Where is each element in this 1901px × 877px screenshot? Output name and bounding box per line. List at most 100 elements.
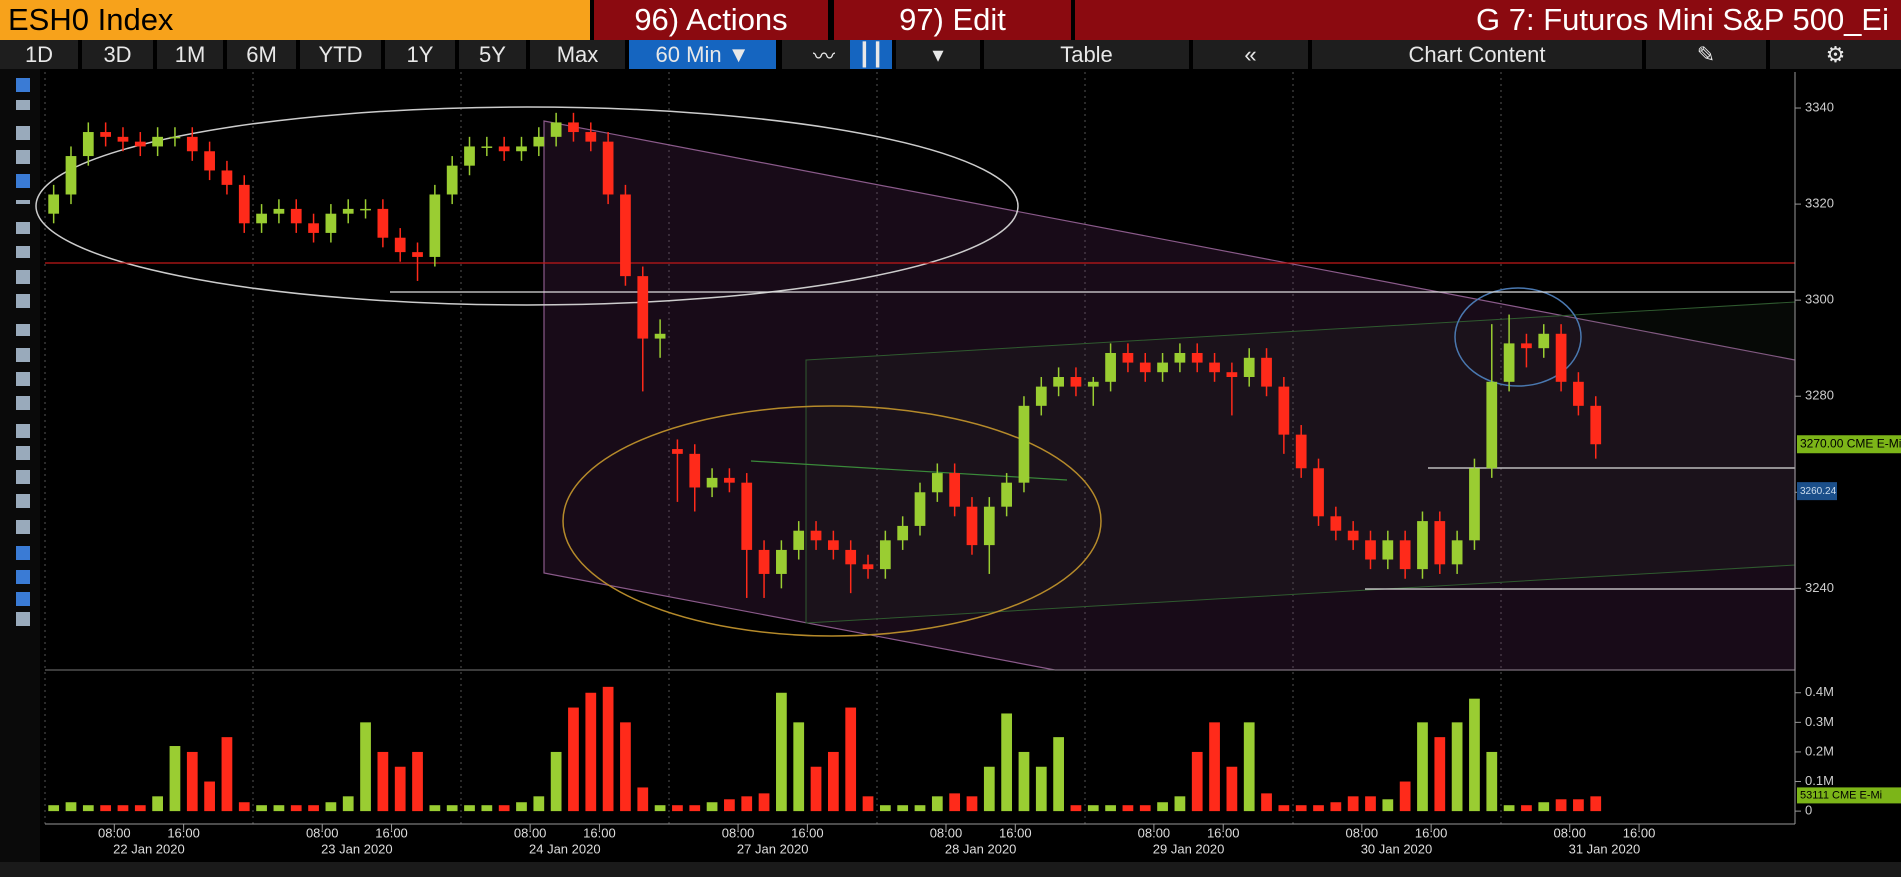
candle-body (1486, 381, 1498, 469)
candle-body (1365, 540, 1376, 560)
date-label: 27 Jan 2020 (737, 841, 809, 856)
candle-body (879, 540, 891, 570)
candle-body (810, 530, 822, 541)
volume-bar (1521, 805, 1532, 812)
candle-body (550, 122, 562, 137)
volume-bar (1261, 793, 1272, 812)
x-tick-label: 16:00 (1415, 825, 1448, 840)
candle-body (724, 477, 735, 483)
y-tick-label: 3280 (1805, 388, 1834, 403)
candle-body (672, 449, 683, 454)
y-tick-label: 0.1M (1805, 773, 1834, 788)
volume-bar (394, 766, 406, 812)
interval-button[interactable]: 60 Min ▼ (629, 40, 776, 69)
x-tick-label: 08:00 (98, 825, 131, 840)
x-tick-label: 08:00 (1553, 825, 1586, 840)
candle-body (533, 136, 545, 147)
volume-bar (169, 746, 181, 812)
volume-bar (1503, 805, 1515, 812)
volume-bar (1538, 802, 1550, 812)
volume-bar (1278, 805, 1290, 812)
candle-body (464, 146, 475, 166)
volume-bar (810, 766, 822, 812)
edit-menu[interactable]: 97) Edit (834, 0, 1071, 40)
x-tick-label: 08:00 (1346, 825, 1379, 840)
y-tick-label: 3260 (1805, 484, 1834, 499)
chart-content-button[interactable]: Chart Content (1312, 40, 1642, 69)
volume-bar (186, 751, 198, 812)
actions-menu[interactable]: 96) Actions (594, 0, 828, 40)
volume-bar (1070, 805, 1082, 812)
candle-body (1347, 530, 1359, 541)
volume-bar (1105, 805, 1116, 812)
price-label: 3260.24 (1800, 486, 1837, 497)
volume-bar (360, 722, 371, 812)
volume-bar (516, 802, 527, 812)
candle-body (82, 132, 94, 157)
bottom-ellipse (562, 405, 1102, 637)
period-button[interactable]: Max (530, 40, 625, 69)
candle-body (256, 213, 267, 224)
date-label: 23 Jan 2020 (321, 841, 393, 856)
period-button[interactable]: 3D (82, 40, 153, 69)
volume-bar (1209, 722, 1220, 812)
candle-body (1451, 540, 1463, 565)
volume-bar (931, 796, 943, 812)
period-button[interactable]: 1M (157, 40, 223, 69)
x-tick-label: 16:00 (999, 825, 1032, 840)
volume-bar (1295, 805, 1307, 812)
volume-bar (793, 722, 805, 812)
period-button[interactable]: 5Y (459, 40, 526, 69)
period-button[interactable]: 6M (227, 40, 296, 69)
candle-body (394, 237, 406, 253)
date-label: 29 Jan 2020 (1153, 841, 1225, 856)
x-tick-label: 16:00 (583, 825, 616, 840)
candle-body (1590, 405, 1602, 445)
volume-bar (897, 805, 909, 812)
volume-bar (290, 805, 302, 812)
table-button[interactable]: Table (984, 40, 1189, 69)
candle-body (620, 194, 631, 277)
candle-body (862, 564, 874, 570)
volume-bar (481, 805, 493, 812)
candle-body (1278, 386, 1290, 435)
collapse-button[interactable]: « (1193, 40, 1308, 69)
candle-body (1538, 333, 1550, 349)
more-button[interactable]: ▾ (896, 40, 980, 69)
volume-bar (1590, 796, 1602, 812)
volume-bar (256, 805, 267, 812)
period-button[interactable]: YTD (300, 40, 381, 69)
candle-body (845, 549, 857, 565)
volume-bar (1451, 722, 1463, 812)
volume-bar (1087, 805, 1099, 812)
candle-body (48, 194, 60, 214)
volume-bar (568, 707, 579, 812)
candle-body (308, 223, 319, 233)
candle-body (897, 525, 909, 541)
x-tick-label: 16:00 (167, 825, 200, 840)
volume-bar (1555, 799, 1567, 812)
y-tick-label: 0.4M (1805, 684, 1834, 699)
volume-bar (100, 805, 112, 812)
volume-bar (672, 805, 683, 812)
candle-body (152, 136, 163, 147)
period-button[interactable]: 1D (0, 40, 78, 69)
candle-body (273, 208, 285, 214)
candle-body (1399, 540, 1411, 570)
settings-button[interactable]: ⚙ (1770, 40, 1901, 69)
period-button[interactable]: 1Y (385, 40, 455, 69)
candle-style-button[interactable]: ┃┃ (850, 40, 892, 69)
x-tick-label: 08:00 (722, 825, 755, 840)
volume-bar (983, 766, 995, 812)
edit-button[interactable]: ✎ (1646, 40, 1766, 69)
volume-label-box (1797, 787, 1901, 804)
volume-bar (1486, 751, 1498, 812)
volume-bar (1573, 799, 1584, 812)
volume-bar (1417, 722, 1428, 812)
candle-body (827, 540, 839, 550)
volume-label: 53111 CME E-Mi (1800, 789, 1882, 801)
tool-icons (16, 78, 30, 626)
trend-box (805, 301, 1796, 624)
candle-body (65, 156, 77, 195)
volume-bar (758, 793, 770, 812)
